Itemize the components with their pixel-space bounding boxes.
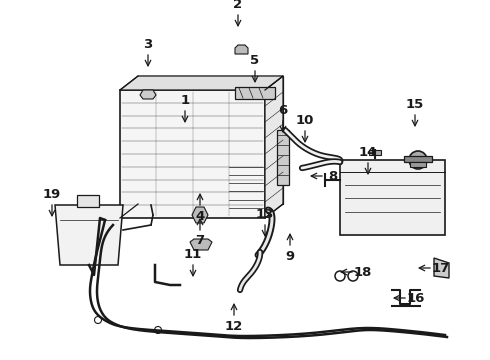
Bar (369, 150, 381, 155)
Text: 19: 19 (43, 188, 61, 201)
Polygon shape (190, 239, 212, 250)
Text: 2: 2 (233, 0, 243, 10)
Circle shape (409, 151, 427, 169)
Bar (340, 160, 445, 235)
Bar (410, 162, 426, 167)
Text: 15: 15 (406, 98, 424, 111)
Text: 7: 7 (196, 234, 204, 248)
Bar (404, 156, 432, 162)
Polygon shape (140, 90, 156, 99)
Text: 12: 12 (225, 320, 243, 333)
Polygon shape (192, 207, 208, 223)
Text: 9: 9 (286, 249, 294, 262)
Polygon shape (120, 90, 265, 218)
Text: 10: 10 (296, 113, 314, 126)
Text: 5: 5 (250, 54, 260, 67)
Text: 16: 16 (407, 292, 425, 305)
Text: 4: 4 (196, 210, 205, 222)
Text: 11: 11 (184, 248, 202, 261)
Polygon shape (235, 45, 248, 54)
Text: 6: 6 (278, 104, 288, 117)
Text: 18: 18 (354, 266, 372, 279)
Text: 8: 8 (328, 170, 338, 183)
Text: 13: 13 (256, 207, 274, 220)
Text: 1: 1 (180, 94, 190, 107)
Polygon shape (55, 205, 123, 265)
Text: 14: 14 (359, 145, 377, 158)
Text: 3: 3 (144, 37, 152, 50)
Bar (77, 195, 99, 207)
Polygon shape (434, 258, 449, 278)
Polygon shape (265, 76, 283, 218)
Polygon shape (120, 76, 283, 90)
Bar (277, 130, 289, 185)
Bar (235, 87, 275, 99)
Text: 17: 17 (432, 261, 450, 274)
